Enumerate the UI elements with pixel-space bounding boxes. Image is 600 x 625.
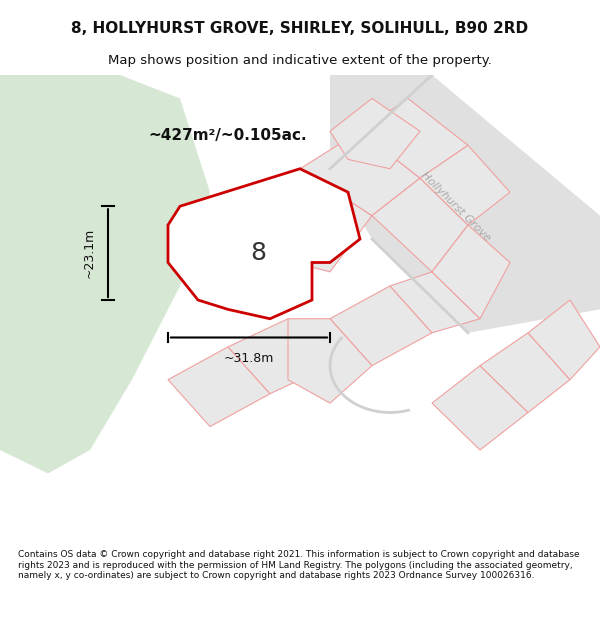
Polygon shape <box>288 319 372 403</box>
Polygon shape <box>228 319 330 394</box>
Polygon shape <box>228 169 372 272</box>
Polygon shape <box>528 300 600 379</box>
Text: ~31.8m: ~31.8m <box>224 351 274 364</box>
Text: ~427m²/~0.105ac.: ~427m²/~0.105ac. <box>149 129 307 143</box>
Polygon shape <box>360 98 468 178</box>
Text: 8, HOLLYHURST GROVE, SHIRLEY, SOLIHULL, B90 2RD: 8, HOLLYHURST GROVE, SHIRLEY, SOLIHULL, … <box>71 21 529 36</box>
Text: Map shows position and indicative extent of the property.: Map shows position and indicative extent… <box>108 54 492 67</box>
Polygon shape <box>0 75 210 474</box>
Polygon shape <box>168 347 270 426</box>
Polygon shape <box>420 145 510 225</box>
Polygon shape <box>480 332 570 412</box>
Text: Hollyhurst Grove: Hollyhurst Grove <box>419 169 493 243</box>
Polygon shape <box>168 169 360 319</box>
Polygon shape <box>330 286 432 366</box>
Polygon shape <box>330 98 420 169</box>
Text: Contains OS data © Crown copyright and database right 2021. This information is : Contains OS data © Crown copyright and d… <box>18 550 580 580</box>
Polygon shape <box>390 272 480 332</box>
Polygon shape <box>432 225 510 319</box>
Polygon shape <box>330 75 600 332</box>
Text: 8: 8 <box>250 241 266 265</box>
Polygon shape <box>372 178 468 272</box>
Polygon shape <box>300 131 420 216</box>
Polygon shape <box>432 366 528 450</box>
Text: ~23.1m: ~23.1m <box>83 228 96 278</box>
